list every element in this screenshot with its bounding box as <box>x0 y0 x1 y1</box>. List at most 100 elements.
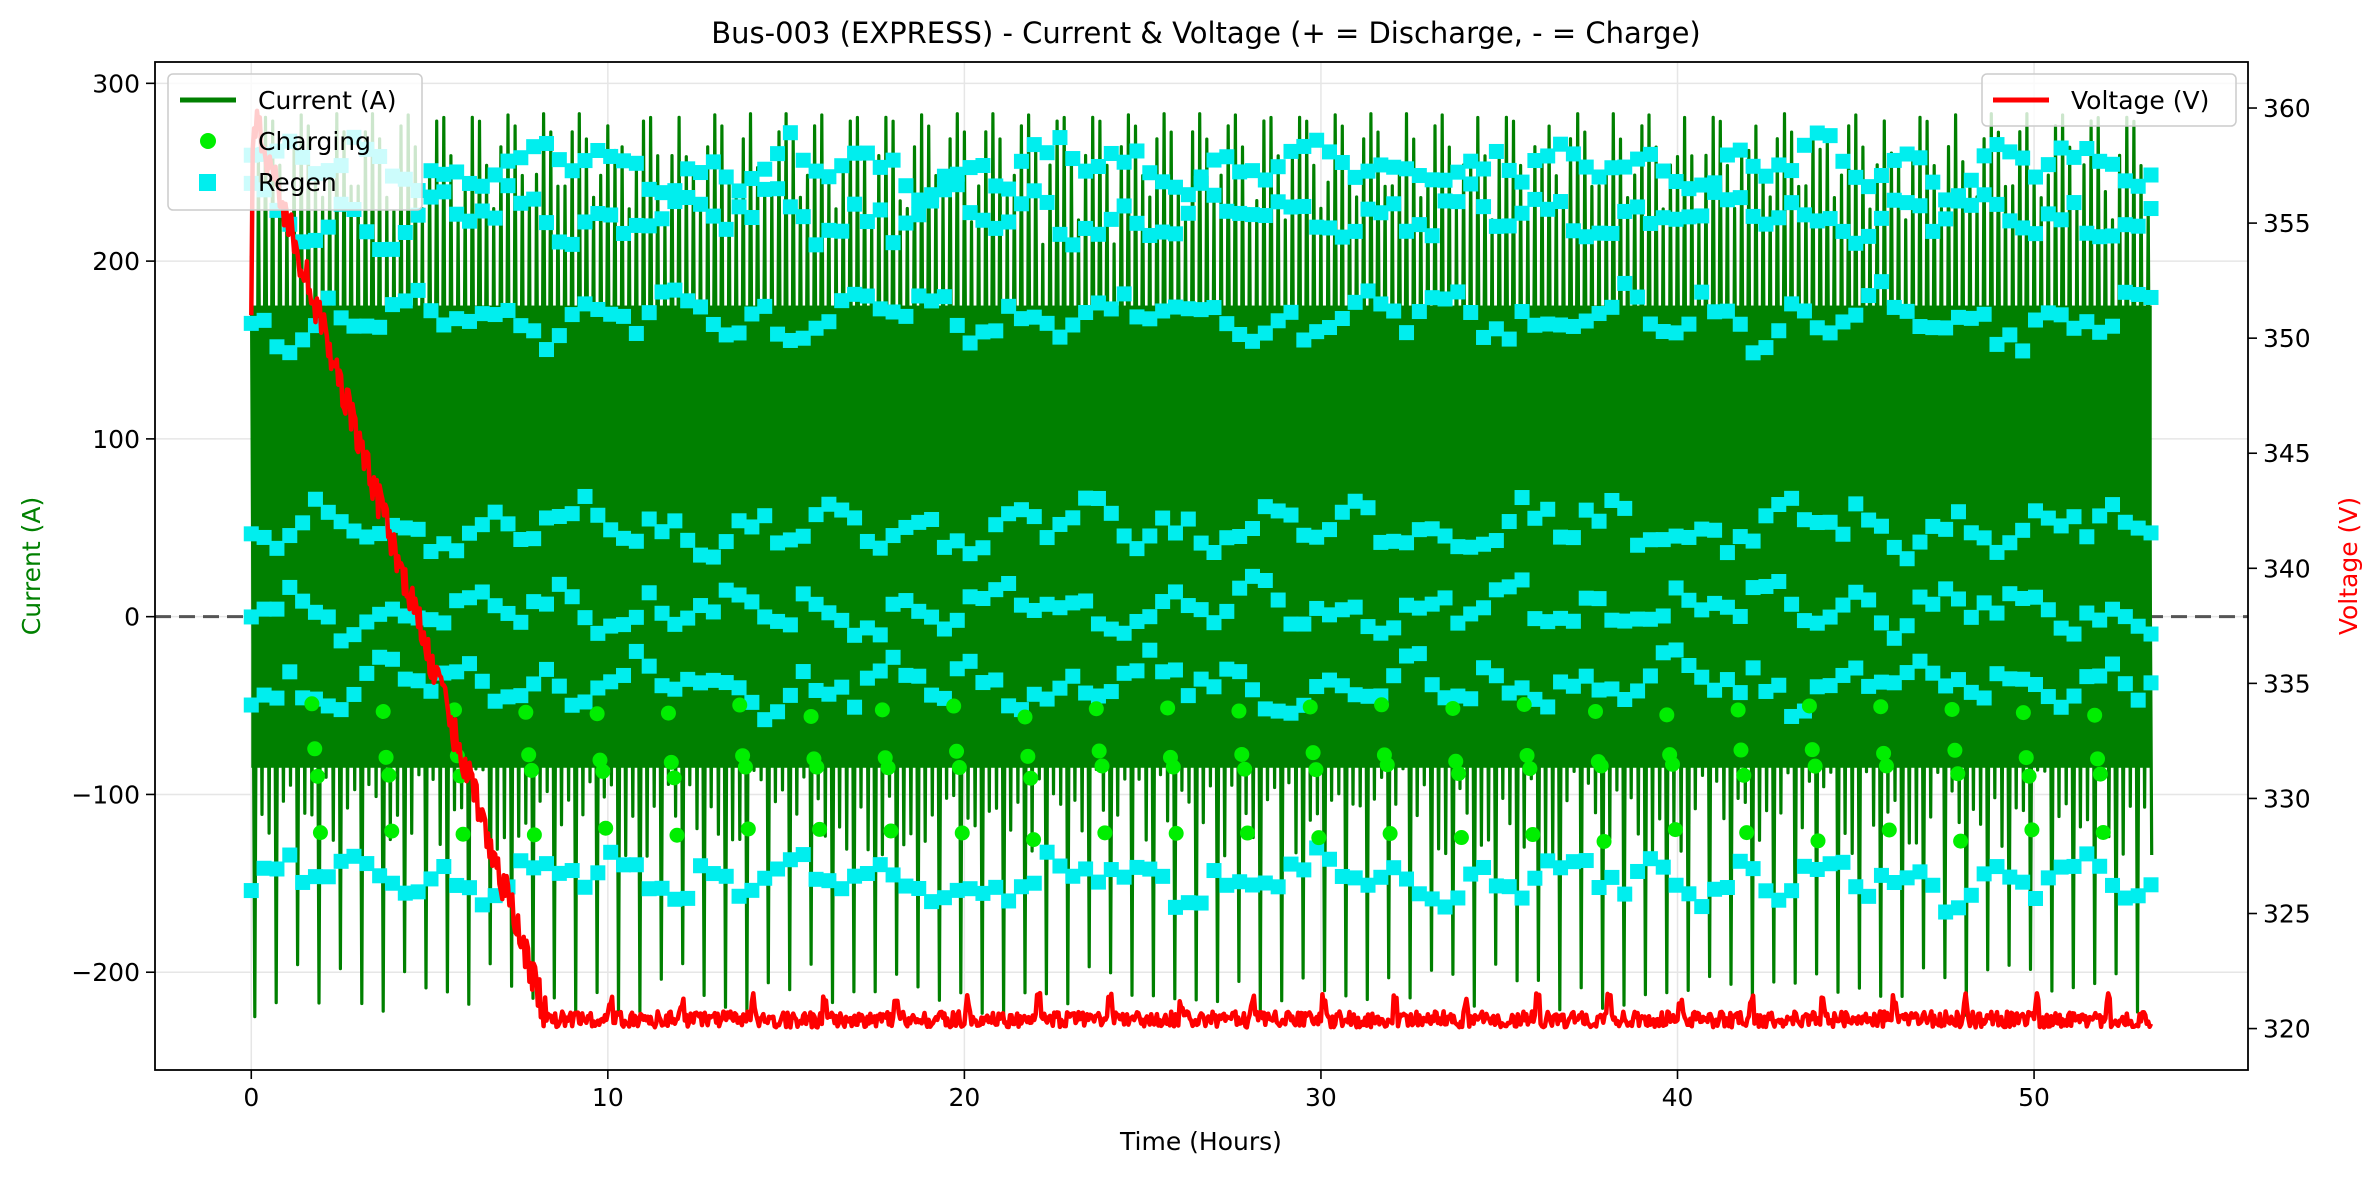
regen-marker <box>1437 172 1453 188</box>
regen-marker <box>911 880 927 896</box>
regen-marker <box>1873 674 1889 690</box>
regen-marker <box>693 196 709 212</box>
regen-marker <box>693 858 709 874</box>
charging-marker <box>1311 830 1327 846</box>
regen-marker <box>1938 678 1954 694</box>
regen-marker <box>628 325 644 341</box>
regen-marker <box>1450 890 1466 906</box>
regen-marker <box>1270 703 1286 719</box>
regen-marker <box>500 516 516 532</box>
regen-marker <box>1270 159 1286 175</box>
regen-marker <box>1078 685 1094 701</box>
regen-marker <box>1322 672 1338 688</box>
regen-marker <box>898 519 914 535</box>
regen-marker <box>1424 677 1440 693</box>
regen-marker <box>2092 612 2108 628</box>
charging-marker <box>1953 833 1969 849</box>
regen-marker <box>1065 595 1081 611</box>
regen-marker <box>1463 866 1479 882</box>
regen-marker <box>397 520 413 536</box>
regen-marker <box>1784 490 1800 506</box>
regen-marker <box>1244 207 1260 223</box>
regen-marker <box>474 517 490 533</box>
regen-marker <box>1180 511 1196 527</box>
x-axis-label: Time (Hours) <box>1119 1127 1282 1156</box>
regen-marker <box>1565 678 1581 694</box>
regen-marker <box>551 678 567 694</box>
regen-marker <box>295 515 311 531</box>
regen-marker <box>911 603 927 619</box>
regen-marker <box>667 513 683 529</box>
regen-marker <box>1771 573 1787 589</box>
regen-marker <box>1399 597 1415 613</box>
regen-marker <box>2002 869 2018 885</box>
charging-marker <box>735 748 751 764</box>
regen-marker <box>2105 877 2121 893</box>
regen-marker <box>1232 205 1248 221</box>
regen-marker <box>1090 295 1106 311</box>
regen-marker <box>1553 529 1569 545</box>
regen-marker <box>513 532 529 548</box>
regen-marker <box>1206 187 1222 203</box>
regen-marker <box>718 221 734 237</box>
regen-marker <box>1411 304 1427 320</box>
x-tick-label: 0 <box>243 1083 259 1112</box>
regen-marker <box>1026 309 1042 325</box>
regen-marker <box>1142 528 1158 544</box>
regen-marker <box>1065 668 1081 684</box>
charging-marker <box>1665 756 1681 772</box>
regen-marker <box>1257 172 1273 188</box>
charging-marker <box>660 705 676 721</box>
regen-marker <box>731 513 747 529</box>
regen-marker <box>526 676 542 692</box>
regen-marker <box>949 317 965 333</box>
regen-marker <box>307 491 323 507</box>
regen-marker <box>872 301 888 317</box>
regen-marker <box>2015 671 2031 687</box>
regen-marker <box>1424 290 1440 306</box>
regen-marker <box>821 222 837 238</box>
regen-marker <box>795 847 811 863</box>
regen-marker <box>1065 868 1081 884</box>
regen-marker <box>2105 318 2121 334</box>
regen-marker <box>1052 858 1068 874</box>
regen-marker <box>821 496 837 512</box>
regen-marker <box>1719 545 1735 561</box>
regen-marker <box>1655 163 1671 179</box>
regen-marker <box>1270 194 1286 210</box>
regen-marker <box>718 675 734 691</box>
regen-marker <box>1938 904 1954 920</box>
regen-marker <box>359 614 375 630</box>
regen-marker <box>975 885 991 901</box>
regen-marker <box>1334 678 1350 694</box>
regen-marker <box>1270 592 1286 608</box>
regen-marker <box>1719 672 1735 688</box>
y-right-tick-label: 355 <box>2263 209 2311 238</box>
regen-marker <box>1886 192 1902 208</box>
legend-regen-label: Regen <box>258 168 337 197</box>
regen-marker <box>1591 169 1607 185</box>
regen-marker <box>1090 874 1106 890</box>
regen-marker <box>1963 609 1979 625</box>
charging-marker <box>1801 698 1817 714</box>
regen-marker <box>1411 522 1427 538</box>
regen-marker <box>885 235 901 251</box>
regen-marker <box>821 686 837 702</box>
regen-marker <box>487 598 503 614</box>
regen-marker <box>1732 608 1748 624</box>
regen-marker <box>962 160 978 176</box>
regen-marker <box>1039 691 1055 707</box>
regen-marker <box>1142 642 1158 658</box>
regen-marker <box>1642 532 1658 548</box>
charging-marker <box>874 702 890 718</box>
regen-marker <box>616 667 632 683</box>
regen-marker <box>590 625 606 641</box>
regen-marker <box>2092 324 2108 340</box>
charging-marker <box>1168 825 1184 841</box>
regen-marker <box>1347 223 1363 239</box>
regen-marker <box>1283 856 1299 872</box>
regen-marker <box>307 869 323 885</box>
regen-marker <box>1771 892 1787 908</box>
y-left-tick-label: 300 <box>92 69 140 98</box>
